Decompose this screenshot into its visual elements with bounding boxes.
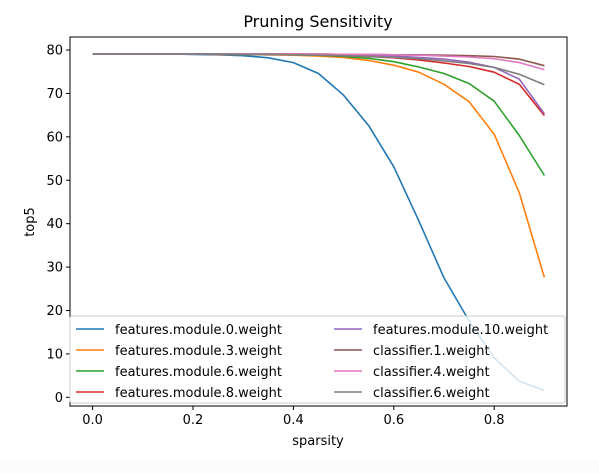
y-tick-label: 60 [46, 130, 63, 145]
legend-entry: features.module.6.weight [115, 365, 282, 380]
y-tick-label: 20 [46, 304, 63, 319]
legend-entry: classifier.1.weight [373, 344, 490, 359]
legend-entry: features.module.0.weight [115, 323, 282, 338]
legend-box [69, 315, 566, 404]
legend-entry: features.module.8.weight [115, 386, 282, 401]
y-tick-label: 80 [46, 44, 63, 59]
x-axis-label: sparsity [292, 434, 344, 449]
y-tick-label: 70 [46, 87, 63, 102]
y-tick-label: 40 [46, 217, 63, 232]
legend: features.module.0.weight features.module.… [69, 315, 566, 404]
series-line-7 [92, 53, 545, 86]
plot-area: 0.0 0.2 0.4 0.6 0.8 0 10 20 30 40 50 60 70 80 features… [46, 36, 568, 428]
y-tick-label: 30 [46, 261, 63, 276]
x-tick-label: 0.6 [383, 413, 404, 428]
axes-frame [69, 36, 568, 407]
legend-entry: classifier.6.weight [373, 386, 490, 401]
legend-entry: features.module.3.weight [115, 344, 282, 359]
y-axis-label: top5 [23, 207, 38, 237]
x-tick-label: 0.8 [484, 413, 505, 428]
x-tick-label: 0.2 [183, 413, 204, 428]
y-tick-label: 10 [46, 347, 63, 362]
y-tick-label: 0 [55, 391, 63, 406]
chart-title: Pruning Sensitivity [243, 12, 392, 31]
legend-entry: classifier.4.weight [373, 365, 490, 380]
x-tick-label: 0.0 [82, 413, 103, 428]
legend-entry: features.module.10.weight [373, 323, 548, 338]
x-tick-label: 0.4 [283, 413, 304, 428]
y-tick-label: 50 [46, 174, 63, 189]
